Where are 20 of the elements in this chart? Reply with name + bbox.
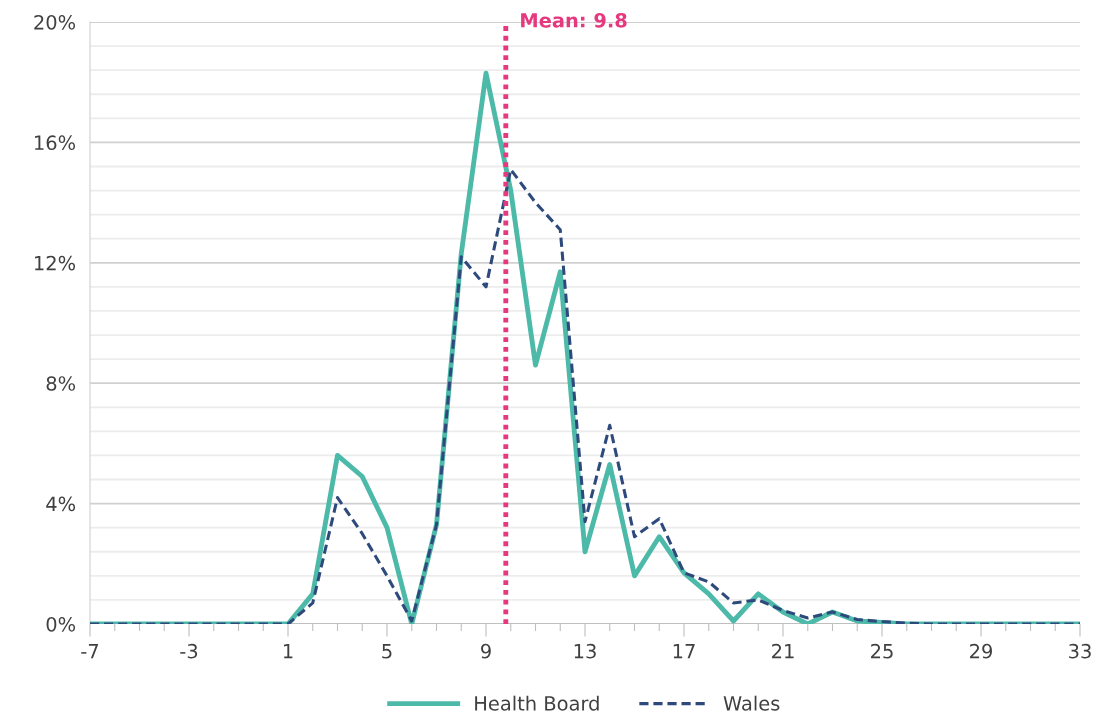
ref-line-label: Mean: 9.8 xyxy=(521,12,627,28)
x-tick-label: 5 xyxy=(382,644,392,659)
x-tick-label: 1 xyxy=(283,644,293,659)
x-tick-label: 33 xyxy=(1069,643,1091,659)
y-tick-label: 8% xyxy=(46,376,76,391)
x-tick-label: 21 xyxy=(772,643,794,659)
y-tick-label: 20% xyxy=(34,14,76,30)
legend-label: Health Board xyxy=(475,695,599,711)
x-tick-label: 13 xyxy=(574,643,596,659)
y-tick-label: 16% xyxy=(35,135,76,151)
y-tick-label: 12% xyxy=(35,255,76,271)
x-tick-label: -7 xyxy=(81,644,99,659)
y-tick-label: 0% xyxy=(46,616,76,632)
x-tick-label: -3 xyxy=(180,643,198,659)
x-tick-label: 29 xyxy=(970,643,992,659)
x-tick-label: 25 xyxy=(871,643,893,659)
legend-label: Wales xyxy=(723,695,780,711)
x-tick-label: 17 xyxy=(673,644,695,659)
y-tick-label: 4% xyxy=(46,496,76,512)
x-tick-label: 9 xyxy=(481,643,491,659)
